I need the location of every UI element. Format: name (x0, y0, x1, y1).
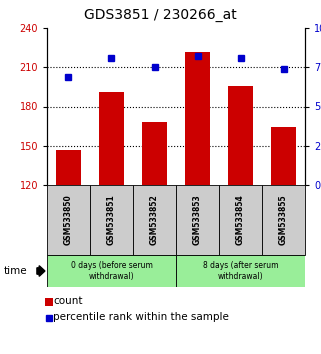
Text: percentile rank within the sample: percentile rank within the sample (53, 312, 229, 322)
Bar (99, 92, 125, 185)
Bar (142, 122, 167, 185)
Text: GDS3851 / 230266_at: GDS3851 / 230266_at (84, 8, 237, 22)
Text: count: count (53, 296, 83, 306)
Bar (185, 52, 210, 185)
Text: 8 days (after serum
withdrawal): 8 days (after serum withdrawal) (203, 261, 278, 281)
Bar (56, 150, 82, 185)
Bar (176, 185, 219, 255)
Bar (47, 185, 90, 255)
Bar (45, 298, 53, 306)
Bar (219, 185, 262, 255)
Text: GSM533851: GSM533851 (107, 195, 116, 245)
Text: GSM533854: GSM533854 (236, 195, 245, 245)
Bar (262, 185, 305, 255)
Bar (47, 255, 176, 287)
Bar (271, 127, 296, 185)
FancyArrow shape (37, 266, 45, 276)
Text: 0 days (before serum
withdrawal): 0 days (before serum withdrawal) (71, 261, 152, 281)
Text: GSM533850: GSM533850 (64, 195, 73, 245)
Bar (133, 185, 176, 255)
Text: GSM533855: GSM533855 (279, 195, 288, 245)
Text: GSM533853: GSM533853 (193, 195, 202, 245)
Bar (228, 86, 253, 185)
Text: time: time (3, 266, 27, 276)
Text: GSM533852: GSM533852 (150, 195, 159, 245)
Bar (90, 185, 133, 255)
Bar (176, 255, 305, 287)
